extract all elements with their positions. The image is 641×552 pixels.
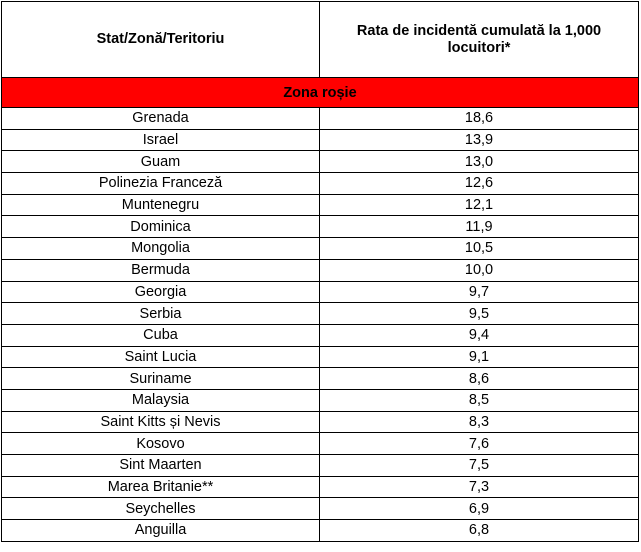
table-row: Sint Maarten 7,5: [1, 454, 639, 477]
header-rate: Rata de incidentă cumulată la 1,000 locu…: [319, 1, 639, 78]
table-header-row: Stat/Zonă/Teritoriu Rata de incidentă cu…: [1, 1, 639, 78]
rate-cell: 9,1: [319, 345, 639, 369]
country-cell: Muntenegru: [1, 193, 320, 217]
country-cell: Sint Maarten: [1, 454, 320, 477]
rate-cell: 10,0: [319, 258, 639, 282]
table-row: Suriname 8,6: [1, 367, 639, 390]
rate-cell: 9,7: [319, 280, 639, 304]
country-cell: Seychelles: [1, 497, 320, 521]
table-row: Polinezia Franceză 12,6: [1, 172, 639, 195]
rate-cell: 6,9: [319, 497, 639, 521]
table-row: Saint Lucia 9,1: [1, 345, 639, 369]
table-row: Mongolia 10,5: [1, 237, 639, 260]
rate-cell: 10,5: [319, 237, 639, 260]
table-row: Georgia 9,7: [1, 280, 639, 304]
country-cell: Cuba: [1, 323, 320, 347]
rate-cell: 11,9: [319, 215, 639, 239]
country-cell: Polinezia Franceză: [1, 172, 320, 195]
table-row: Dominica 11,9: [1, 215, 639, 239]
table-row: Marea Britanie** 7,3: [1, 475, 639, 499]
country-cell: Marea Britanie**: [1, 475, 320, 499]
country-cell: Guam: [1, 150, 320, 174]
table-row: Cuba 9,4: [1, 323, 639, 347]
rate-cell: 18,6: [319, 107, 639, 130]
table-body: Stat/Zonă/Teritoriu Rata de incidentă cu…: [1, 1, 639, 542]
table-row: Israel 13,9: [1, 128, 639, 152]
country-cell: Suriname: [1, 367, 320, 390]
rate-cell: 13,0: [319, 150, 639, 174]
country-cell: Georgia: [1, 280, 320, 304]
country-cell: Mongolia: [1, 237, 320, 260]
country-cell: Malaysia: [1, 388, 320, 412]
table-row: Muntenegru 12,1: [1, 193, 639, 217]
country-cell: Anguilla: [1, 519, 320, 542]
country-cell: Saint Lucia: [1, 345, 320, 369]
table-row: Saint Kitts și Nevis 8,3: [1, 410, 639, 434]
table-row: Anguilla 6,8: [1, 519, 639, 542]
table-row: Malaysia 8,5: [1, 388, 639, 412]
rate-cell: 7,5: [319, 454, 639, 477]
rate-cell: 9,4: [319, 323, 639, 347]
zone-label: Zona roșie: [1, 77, 639, 108]
table-row: Seychelles 6,9: [1, 497, 639, 521]
table-row: Guam 13,0: [1, 150, 639, 174]
table-row: Bermuda 10,0: [1, 258, 639, 282]
rate-cell: 8,3: [319, 410, 639, 434]
country-cell: Kosovo: [1, 432, 320, 455]
rate-cell: 12,6: [319, 172, 639, 195]
incidence-table: Stat/Zonă/Teritoriu Rata de incidentă cu…: [1, 1, 639, 542]
table-row: Kosovo 7,6: [1, 432, 639, 455]
zone-row: Zona roșie: [1, 77, 639, 108]
rate-cell: 9,5: [319, 302, 639, 325]
country-cell: Serbia: [1, 302, 320, 325]
table-row: Serbia 9,5: [1, 302, 639, 325]
rate-cell: 7,6: [319, 432, 639, 455]
rate-cell: 8,6: [319, 367, 639, 390]
country-cell: Dominica: [1, 215, 320, 239]
rate-cell: 12,1: [319, 193, 639, 217]
rate-cell: 7,3: [319, 475, 639, 499]
table-row: Grenada 18,6: [1, 107, 639, 130]
rate-cell: 8,5: [319, 388, 639, 412]
rate-cell: 6,8: [319, 519, 639, 542]
country-cell: Saint Kitts și Nevis: [1, 410, 320, 434]
rate-cell: 13,9: [319, 128, 639, 152]
country-cell: Israel: [1, 128, 320, 152]
header-country: Stat/Zonă/Teritoriu: [1, 1, 320, 78]
country-cell: Bermuda: [1, 258, 320, 282]
country-cell: Grenada: [1, 107, 320, 130]
